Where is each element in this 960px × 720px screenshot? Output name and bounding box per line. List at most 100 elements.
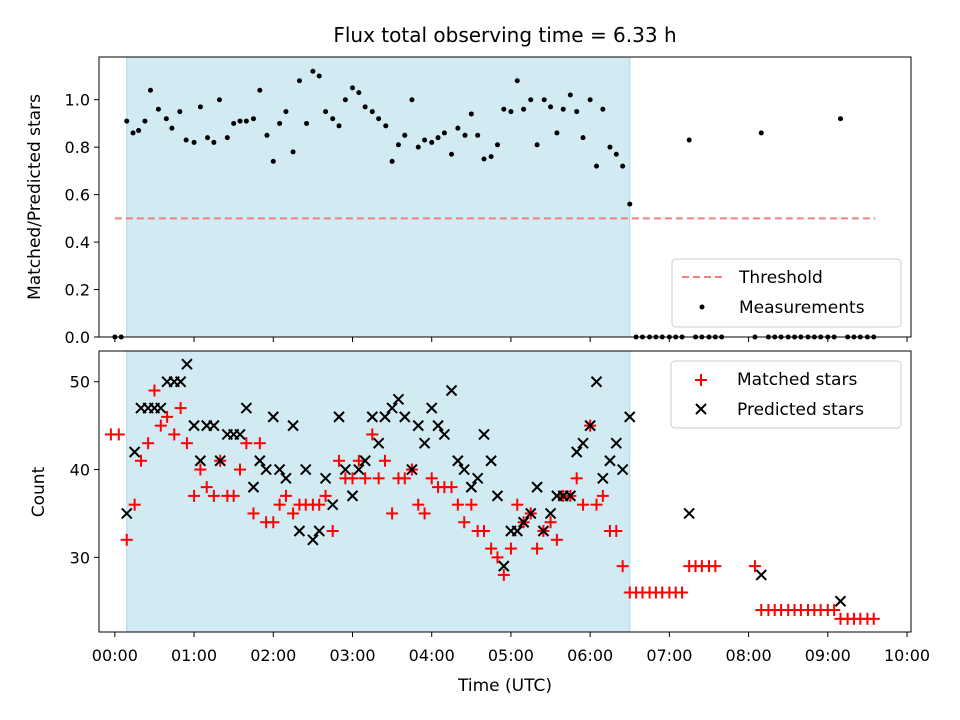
predicted-star-point xyxy=(155,402,167,414)
predicted-star-point xyxy=(287,419,299,432)
top-y-tick-label: 0.0 xyxy=(65,328,90,347)
matched-star-point xyxy=(497,568,510,581)
matched-star-point xyxy=(378,454,391,467)
measurement-point xyxy=(587,97,593,103)
predicted-star-point xyxy=(610,437,623,449)
bottom-panel: 30 40 50 00:00 01:00 02:00 03:00 04:00 05:00 06:0… xyxy=(29,350,930,696)
measurement-point xyxy=(136,128,142,134)
matched-star-point xyxy=(372,472,385,485)
measurement-point xyxy=(521,106,527,112)
predicted-star-point xyxy=(319,472,332,485)
predicted-star-point xyxy=(485,455,497,467)
measurement-point xyxy=(216,97,222,103)
predicted-star-point xyxy=(452,455,464,467)
measurement-point xyxy=(613,151,619,157)
measurement-point xyxy=(243,118,249,124)
measurement-point xyxy=(462,132,468,138)
top-legend-box xyxy=(671,258,902,328)
predicted-star-point xyxy=(333,411,345,423)
measurement-point xyxy=(422,137,428,143)
matched-star-point xyxy=(478,525,491,538)
measurement-point xyxy=(376,116,382,122)
measurement-point xyxy=(560,106,566,112)
x-axis-label: Time (UTC) xyxy=(457,676,552,696)
matched-star-point xyxy=(333,454,346,467)
predicted-star-point xyxy=(683,507,695,520)
measurement-point xyxy=(593,163,599,169)
matched-star-point xyxy=(313,498,326,511)
predicted-star-point xyxy=(181,358,193,370)
predicted-star-point xyxy=(491,490,504,502)
bottom-axes-frame xyxy=(98,350,912,633)
measurement-point xyxy=(224,135,230,141)
x-tick-label: 02:00 xyxy=(250,646,296,665)
measurement-point xyxy=(383,123,389,129)
measurement-point xyxy=(290,149,296,155)
top-y-tick-label: 1.0 xyxy=(65,91,90,110)
bottom-legend-box xyxy=(670,360,902,429)
predicted-star-point xyxy=(570,446,583,458)
top-legend: Threshold Measurements xyxy=(671,258,902,328)
measurement-point xyxy=(336,123,342,129)
measurement-point xyxy=(330,116,336,122)
x-tick-label: 09:00 xyxy=(805,646,851,665)
predicted-star-point xyxy=(346,490,359,502)
matched-star-point xyxy=(425,472,438,485)
measurement-point xyxy=(534,142,540,148)
legend-measurements-label: Measurements xyxy=(739,298,865,318)
top-axes-frame xyxy=(98,56,912,338)
matched-star-point xyxy=(451,498,464,511)
measurement-point xyxy=(191,139,197,145)
matched-star-point xyxy=(180,437,193,450)
top-shaded-span xyxy=(126,56,631,338)
matched-star-point xyxy=(709,560,722,573)
matched-star-point xyxy=(154,419,167,432)
matched-star-point xyxy=(352,454,365,467)
matched-star-point xyxy=(253,437,266,450)
predicted-star-point xyxy=(564,490,577,502)
measurement-point xyxy=(415,144,421,150)
matched-star-point xyxy=(128,498,141,511)
matched-star-point xyxy=(867,612,880,625)
measurement-point xyxy=(237,118,243,124)
top-plot-area: 0.0 0.2 0.4 0.6 0.8 1.0 xyxy=(65,56,912,347)
predicted-star-point xyxy=(379,411,391,423)
matched-star-point xyxy=(227,489,240,502)
measurement-point xyxy=(257,87,263,93)
top-y-tick-label: 0.2 xyxy=(65,281,90,300)
measurement-point xyxy=(277,120,283,126)
predicted-star-point xyxy=(498,560,510,572)
matched-star-point xyxy=(445,481,458,494)
matched-star-point xyxy=(610,525,623,538)
x-tick-label: 05:00 xyxy=(488,646,534,665)
measurement-point xyxy=(342,97,348,103)
measurement-point xyxy=(316,73,322,79)
matched-star-point xyxy=(504,542,517,555)
predicted-star-point xyxy=(353,463,365,476)
matched-star-point xyxy=(279,489,292,502)
predicted-star-point xyxy=(240,402,253,414)
measurement-point xyxy=(323,109,329,115)
predicted-star-point xyxy=(313,525,325,537)
predicted-star-point xyxy=(128,446,141,458)
predicted-star-point xyxy=(412,419,424,432)
matched-star-point xyxy=(398,472,411,485)
measurement-point xyxy=(758,130,764,136)
matched-star-point xyxy=(386,507,399,520)
measurement-point xyxy=(197,104,203,110)
measurement-point xyxy=(389,158,395,164)
predicted-star-point xyxy=(511,525,523,537)
matched-star-point xyxy=(366,428,379,441)
measurement-point xyxy=(177,109,183,115)
measurement-point xyxy=(508,109,514,115)
measurement-point xyxy=(580,135,586,141)
matched-star-point xyxy=(188,489,201,502)
bottom-y-tick-label: 40 xyxy=(70,461,90,480)
measurement-point xyxy=(402,132,408,138)
predicted-star-point xyxy=(406,463,418,476)
bottom-shaded-span xyxy=(126,350,631,633)
matched-star-point xyxy=(287,507,300,520)
measurement-point xyxy=(429,139,435,145)
predicted-star-point xyxy=(458,463,470,476)
measurement-point xyxy=(283,109,289,115)
